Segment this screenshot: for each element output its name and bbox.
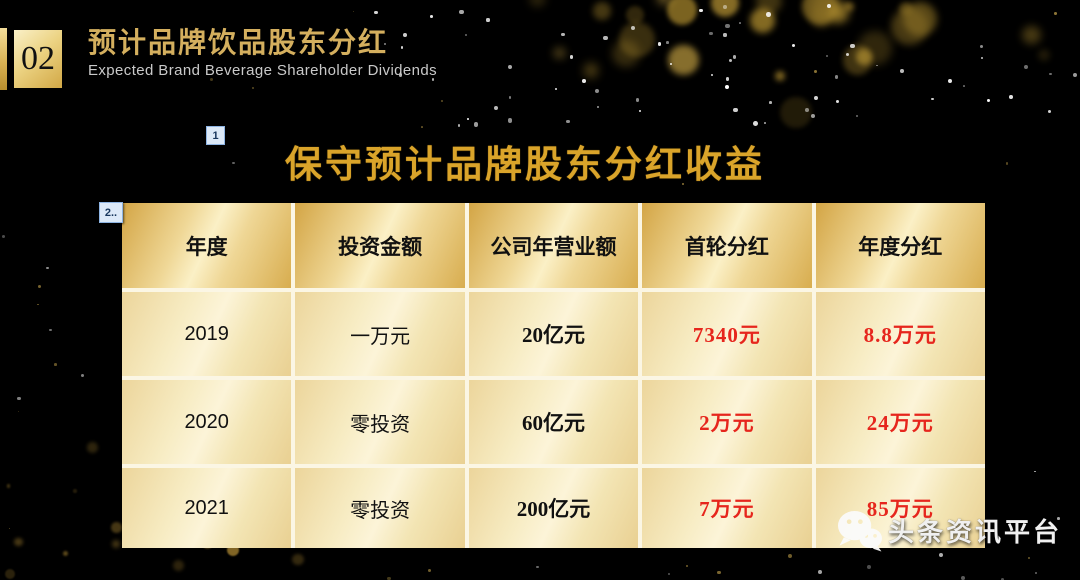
- slide-title: 保守预计品牌股东分红收益: [285, 145, 765, 186]
- annotation-marker-2[interactable]: 2..: [99, 202, 123, 223]
- wechat-icon: [838, 510, 882, 552]
- watermark-label: 头条资讯平台: [888, 517, 1063, 547]
- table-cell: 24万元: [815, 380, 985, 464]
- table-cell: 2万元: [642, 380, 812, 464]
- table-header-investment: 投资金额: [295, 203, 465, 288]
- table-header-annual-dividend: 年度分红: [815, 203, 985, 288]
- table-header-first-dividend: 首轮分红: [642, 203, 812, 288]
- table-cell: 2020: [122, 380, 292, 464]
- watermark: 头条资讯平台: [836, 509, 1062, 552]
- table-cell: 零投资: [295, 380, 465, 464]
- header-subtitle: Expected Brand Beverage Shareholder Divi…: [88, 62, 438, 80]
- table-cell: 60亿元: [468, 380, 639, 464]
- table-header-year: 年度: [122, 203, 292, 288]
- gold-edge-strip: [0, 28, 7, 90]
- section-number-badge: 02: [14, 30, 62, 88]
- table-header-annual-revenue: 公司年营业额: [468, 203, 639, 288]
- table-cell: 2021: [122, 468, 292, 548]
- table-cell: 7万元: [642, 468, 812, 548]
- annotation-marker-1[interactable]: 1: [206, 126, 225, 145]
- table-cell: 20亿元: [468, 292, 639, 376]
- table-cell: 一万元: [295, 292, 465, 376]
- table-cell: 200亿元: [468, 468, 639, 548]
- header: 预计品牌饮品股东分红 Expected Brand Beverage Share…: [88, 27, 437, 79]
- table-cell: 零投资: [295, 468, 465, 548]
- dividends-table: 年度 投资金额 公司年营业额 首轮分红 年度分红 2019 一万元 20亿元 7…: [122, 203, 985, 548]
- table-cell: 7340元: [642, 292, 812, 376]
- table-cell: 8.8万元: [815, 292, 985, 376]
- header-title: 预计品牌饮品股东分红: [88, 27, 389, 58]
- table-cell: 2019: [122, 292, 292, 376]
